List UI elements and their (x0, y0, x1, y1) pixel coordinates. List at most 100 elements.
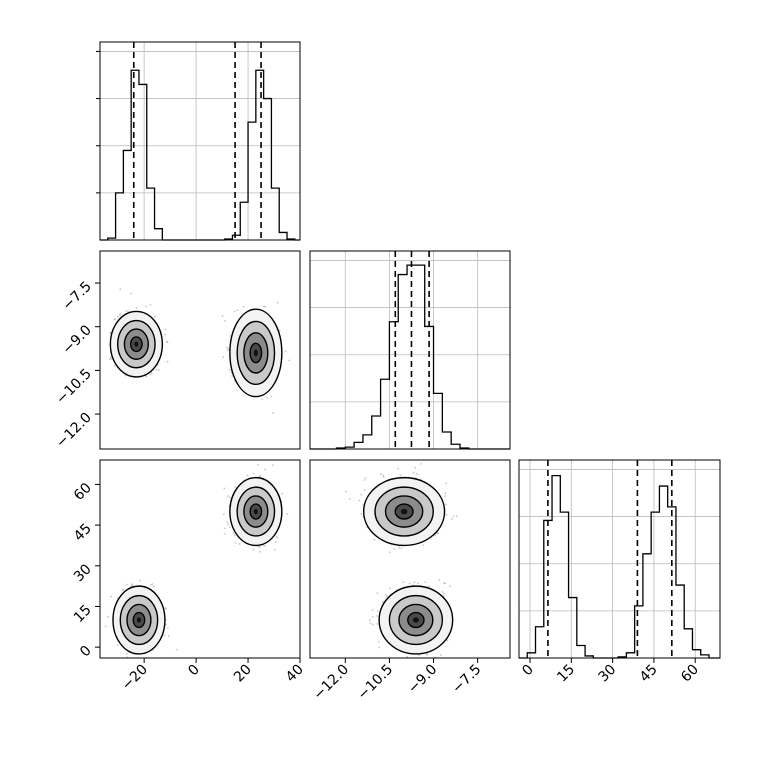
scatter-point (119, 312, 122, 315)
scatter-point (449, 585, 452, 588)
scatter-point (376, 609, 379, 612)
scatter-point (363, 489, 366, 491)
scatter-point (413, 661, 415, 663)
scatter-point (252, 548, 255, 551)
scatter-point (369, 622, 372, 625)
scatter-point (131, 583, 134, 586)
axes-frame (309, 459, 511, 659)
scatter-point (130, 292, 132, 295)
y-tick-label: −9.0 (59, 322, 94, 357)
scatter-point (166, 360, 169, 363)
scatter-point (224, 527, 226, 530)
scatter-point (369, 619, 371, 622)
scatter-point (110, 595, 112, 598)
histogram-panel-marginal-y (309, 250, 511, 450)
scatter-point (229, 335, 232, 337)
x-tick-label: 15 (554, 662, 578, 686)
scatter-point (442, 592, 445, 595)
scatter-point (125, 310, 128, 313)
axes-frame (99, 41, 301, 241)
scatter-point (94, 349, 96, 351)
scatter-point (444, 582, 447, 585)
scatter-point (228, 496, 231, 499)
scatter-point (358, 499, 361, 502)
density-contour (253, 349, 258, 357)
scatter-point (385, 594, 387, 596)
scatter-point (109, 331, 112, 334)
axes-frame (99, 250, 301, 450)
scatter-point (261, 398, 264, 401)
x-tick-label: −9.0 (405, 662, 440, 697)
scatter-point (388, 551, 391, 554)
x-tick-label: 0 (519, 662, 537, 680)
scatter-point (222, 513, 225, 516)
scatter-point (108, 358, 111, 360)
scatter-point (272, 411, 274, 414)
scatter-point (264, 545, 266, 547)
scatter-point (157, 369, 160, 372)
histogram-panel-marginal-z (518, 459, 721, 659)
scatter-point (380, 473, 383, 475)
scatter-point (113, 364, 116, 367)
scatter-point (441, 591, 444, 593)
scatter-point (445, 503, 448, 506)
scatter-point (266, 397, 269, 399)
x-tick-label: −7.5 (449, 662, 484, 697)
x-tick-label: 30 (596, 662, 620, 686)
scatter-point (154, 315, 157, 318)
x-tick-label: 60 (678, 662, 702, 686)
scatter-point (175, 648, 178, 651)
scatter-point (399, 474, 402, 477)
scatter-point (419, 462, 422, 465)
x-tick-label: 0 (185, 662, 203, 680)
density-contour (412, 617, 419, 623)
scatter-point (155, 368, 158, 371)
scatter-point (228, 369, 231, 372)
scatter-point (450, 518, 453, 520)
scatter-point (382, 474, 385, 477)
scatter-point (376, 623, 379, 625)
scatter-point (386, 595, 388, 598)
scatter-points (344, 462, 458, 663)
scatter-point (144, 305, 147, 308)
histogram-step (519, 474, 720, 659)
scatter-point (284, 350, 287, 353)
density-contour (136, 617, 142, 623)
density-contour (134, 341, 139, 347)
scatter-point (377, 640, 380, 643)
scatter-point (226, 346, 229, 349)
scatter-point (236, 309, 239, 312)
histogram-panel-marginal-x (96, 41, 301, 241)
scatter-panel-joint-x-z (99, 459, 301, 659)
scatter-point (110, 358, 113, 360)
y-tick-label: 60 (71, 480, 95, 504)
scatter-point (445, 513, 448, 516)
scatter-panel-joint-y-z (309, 459, 511, 663)
scatter-point (264, 468, 266, 471)
scatter-point (371, 623, 374, 626)
scatter-point (252, 472, 255, 475)
scatter-point (145, 375, 147, 378)
scatter-point (456, 515, 458, 518)
scatter-point (221, 315, 224, 317)
scatter-point (124, 374, 127, 377)
scatter-point (445, 482, 448, 485)
scatter-point (238, 543, 241, 545)
axes-frame (99, 459, 301, 659)
density-contour (253, 508, 258, 515)
scatter-point (149, 373, 152, 376)
scatter-point (281, 492, 284, 495)
scatter-point (373, 538, 376, 541)
histogram-step (310, 264, 510, 450)
scatter-point (149, 583, 152, 586)
scatter-point (258, 546, 261, 549)
scatter-point (151, 583, 154, 586)
axes-frame (518, 459, 721, 659)
scatter-point (126, 652, 128, 655)
scatter-point (288, 359, 291, 362)
scatter-point (122, 588, 125, 591)
scatter-point (382, 600, 384, 603)
scatter-point (397, 467, 400, 470)
scatter-point (270, 395, 273, 398)
